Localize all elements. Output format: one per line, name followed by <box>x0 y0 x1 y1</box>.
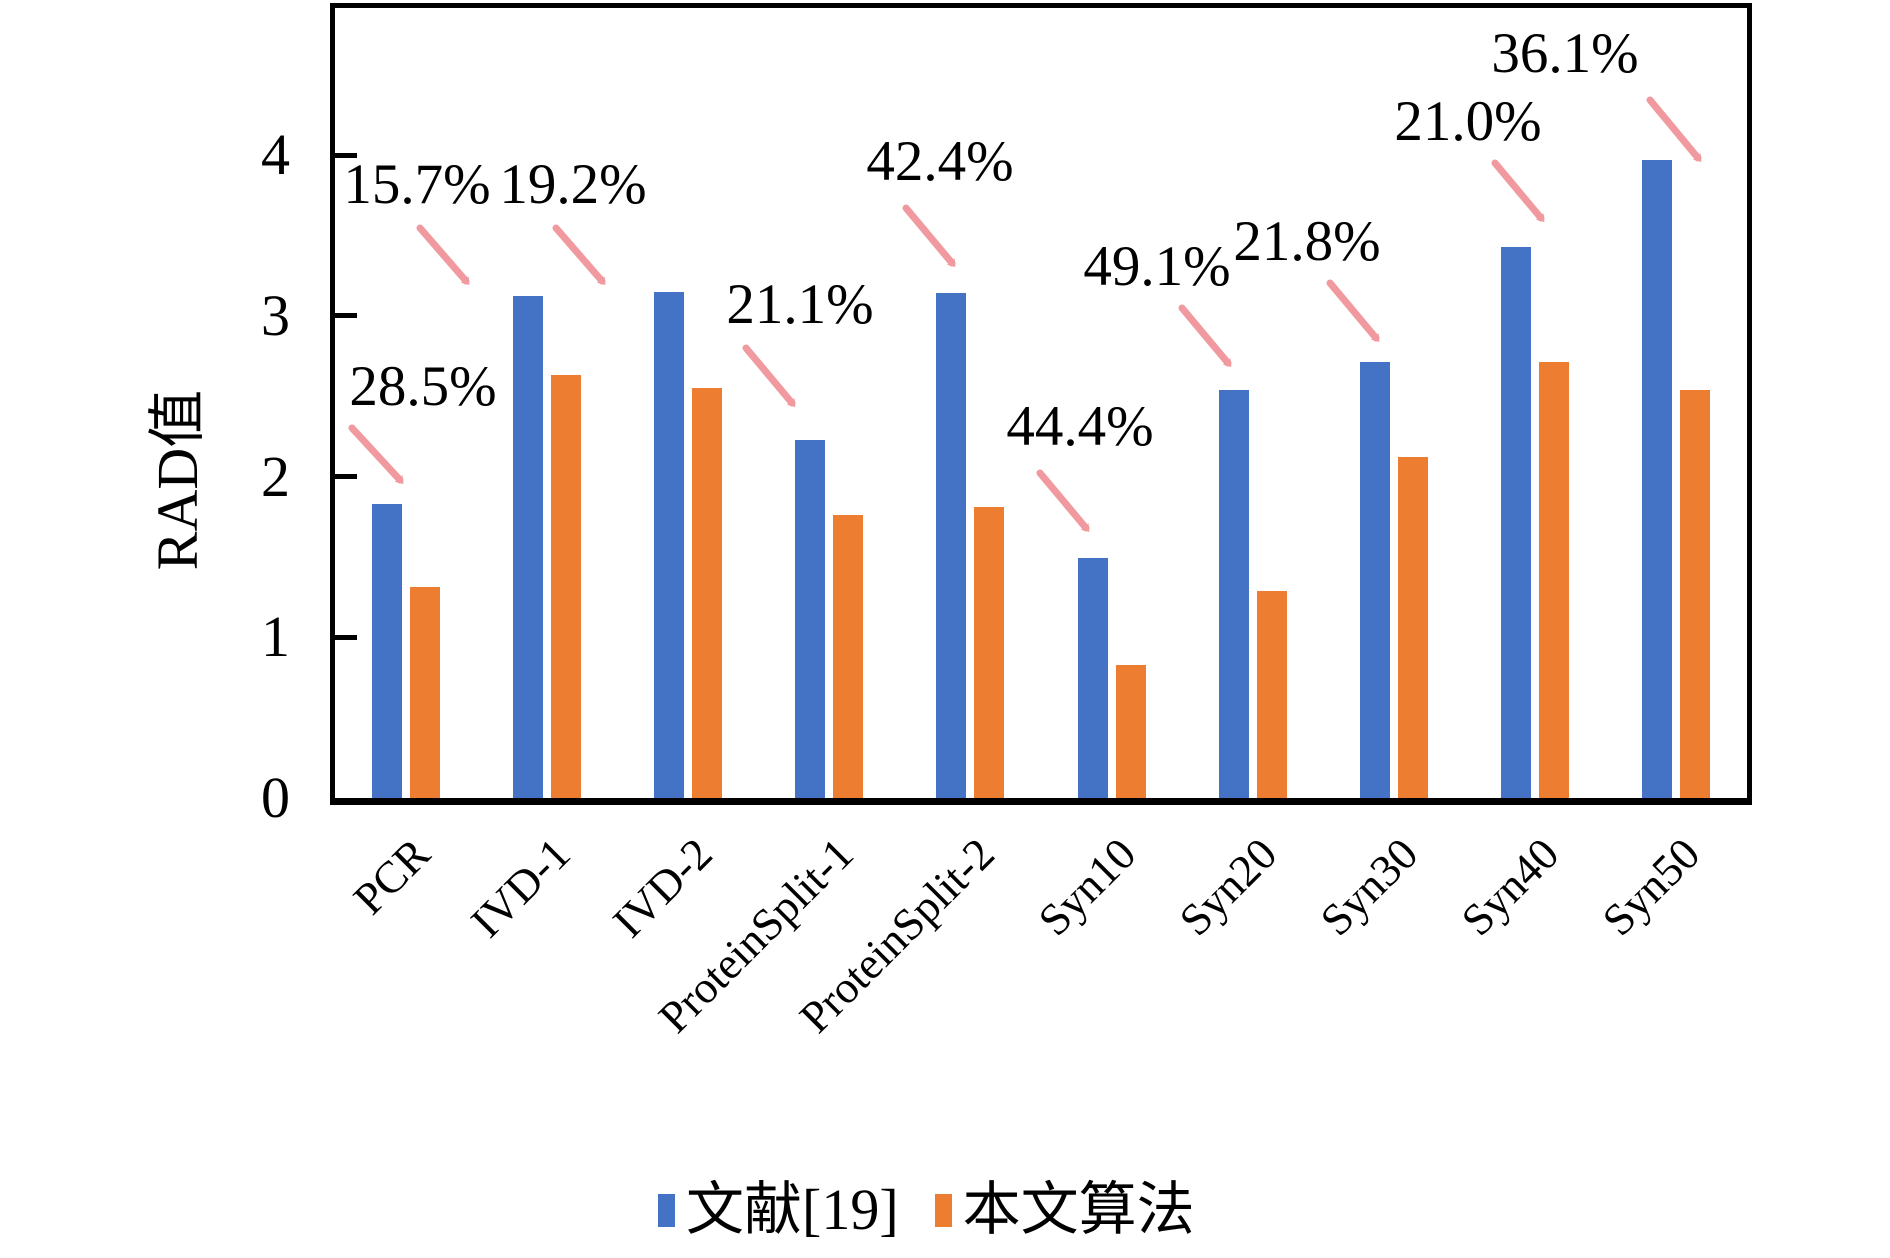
bar-文献[19]-Syn20 <box>1218 389 1249 798</box>
bar-文献[19]-Syn10 <box>1077 558 1108 798</box>
y-tick-label-3: 3 <box>261 282 290 348</box>
annotation-label-ProteinSplit-2: 42.4% <box>866 130 1014 193</box>
legend-swatch-icon <box>658 1193 675 1227</box>
bar-文献[19]-ProteinSplit-2 <box>936 293 967 798</box>
y-tick-mark-2 <box>335 474 357 479</box>
annotation-label-PCR: 28.5% <box>349 355 497 418</box>
bar-本文算法-IVD-1 <box>550 375 581 798</box>
annotation-label-Syn30: 21.8% <box>1233 210 1381 273</box>
annotation-label-Syn50: 36.1% <box>1491 22 1639 85</box>
annotation-label-ProteinSplit-1: 21.1% <box>726 273 874 336</box>
x-tick-label-PCR: PCR <box>343 828 439 924</box>
bar-文献[19]-ProteinSplit-1 <box>795 439 826 798</box>
legend-label: 本文算法 <box>962 1177 1195 1242</box>
y-tick-mark-1 <box>335 634 357 640</box>
y-tick-label-1: 1 <box>261 604 290 670</box>
bar-本文算法-IVD-2 <box>692 388 722 798</box>
y-tick-label-2: 2 <box>261 443 290 509</box>
x-tick-label-Syn40: Syn40 <box>1451 828 1569 946</box>
y-tick-mark-3 <box>335 313 357 319</box>
x-tick-label-Syn10: Syn10 <box>1028 828 1145 946</box>
bar-文献[19]-Syn50 <box>1642 159 1673 798</box>
bar-文献[19]-IVD-1 <box>512 296 543 798</box>
bar-本文算法-Syn30 <box>1398 457 1428 798</box>
bar-文献[19]-PCR <box>371 503 402 798</box>
y-tick-mark-4 <box>335 152 357 158</box>
y-tick-label-0: 0 <box>261 765 290 830</box>
bar-本文算法-Syn50 <box>1680 389 1711 798</box>
legend-item-2: 本文算法 <box>934 1177 1195 1242</box>
plot-area <box>330 3 1752 805</box>
annotation-label-IVD-1: 15.7% <box>343 153 491 216</box>
x-tick-label-Syn50: Syn50 <box>1593 828 1710 946</box>
annotation-label-Syn40: 21.0% <box>1394 90 1542 153</box>
y-tick-label-4: 4 <box>261 122 290 187</box>
x-tick-label-IVD-1: IVD-1 <box>461 828 581 947</box>
bar-本文算法-PCR <box>409 587 440 798</box>
legend: 文献[19] 本文算法 <box>658 1178 1195 1242</box>
bar-本文算法-Syn10 <box>1115 664 1146 798</box>
x-tick-label-Syn20: Syn20 <box>1169 828 1287 946</box>
bar-本文算法-ProteinSplit-2 <box>974 507 1005 798</box>
bar-文献[19]-IVD-2 <box>654 291 684 798</box>
bar-本文算法-Syn40 <box>1539 362 1570 798</box>
bar-本文算法-Syn20 <box>1256 590 1287 798</box>
x-tick-label-IVD-2: IVD-2 <box>602 828 722 947</box>
legend-label: 文献[19] <box>686 1177 899 1242</box>
bar-文献[19]-Syn30 <box>1360 362 1390 798</box>
x-tick-label-Syn30: Syn30 <box>1310 828 1428 946</box>
legend-swatch-icon <box>934 1193 952 1227</box>
annotation-label-Syn10: 44.4% <box>1006 395 1154 458</box>
annotation-label-Syn20: 49.1% <box>1083 235 1231 298</box>
legend-item-1: 文献[19] <box>658 1178 899 1242</box>
annotation-label-IVD-2: 19.2% <box>499 153 647 216</box>
bar-本文算法-ProteinSplit-1 <box>833 515 864 798</box>
bar-文献[19]-Syn40 <box>1501 246 1532 798</box>
